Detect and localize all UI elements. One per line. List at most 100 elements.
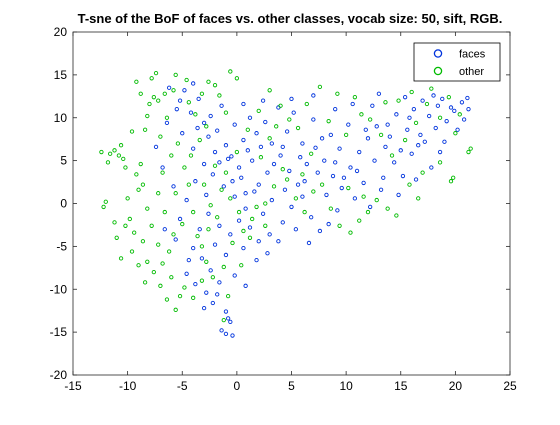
data-point-faces (221, 184, 226, 189)
data-point-faces (385, 122, 390, 127)
data-point-faces (188, 110, 194, 115)
data-point-other (263, 223, 268, 228)
data-point-other (206, 79, 211, 84)
data-point-other (153, 71, 159, 76)
data-point-other (250, 216, 255, 222)
data-point-other (138, 91, 143, 96)
data-point-other (256, 108, 261, 114)
data-point-other (420, 170, 425, 175)
data-point-other (352, 95, 358, 100)
data-point-faces (247, 115, 253, 120)
data-point-other (182, 285, 187, 290)
y-tick-label: -20 (50, 368, 68, 382)
data-point-other (149, 76, 154, 81)
data-point-faces (229, 154, 234, 159)
data-point-faces (245, 148, 250, 153)
data-point-other (101, 204, 106, 210)
data-point-faces (387, 134, 392, 139)
data-point-other (221, 317, 226, 323)
data-point-faces (184, 271, 189, 276)
data-point-faces (182, 88, 187, 93)
data-point-faces (204, 192, 209, 198)
data-point-faces (204, 290, 209, 295)
data-point-faces (322, 158, 327, 163)
data-point-other (466, 149, 471, 155)
data-point-other (191, 209, 196, 215)
data-point-other (429, 86, 434, 91)
data-point-faces (330, 173, 336, 179)
data-point-other (184, 77, 189, 83)
data-point-faces (197, 227, 202, 232)
data-point-faces (293, 227, 299, 232)
data-point-faces (311, 93, 316, 98)
data-point-other (271, 184, 277, 189)
x-tick-label: 5 (288, 379, 295, 393)
data-point-other (171, 232, 176, 237)
data-point-faces (199, 256, 205, 261)
data-point-other (140, 239, 146, 244)
data-point-faces (335, 208, 340, 213)
data-point-faces (256, 182, 261, 187)
data-point-faces (271, 161, 277, 167)
data-point-faces (210, 172, 215, 177)
data-point-faces (208, 113, 213, 119)
data-point-faces (232, 194, 237, 199)
data-point-other (293, 196, 299, 201)
data-point-other (138, 161, 143, 167)
data-point-other (267, 88, 272, 93)
data-point-other (201, 182, 207, 187)
data-point-faces (228, 232, 233, 237)
data-point-other (173, 191, 178, 196)
data-point-other (169, 153, 174, 158)
data-point-faces (239, 175, 244, 180)
data-point-faces (195, 125, 200, 131)
data-point-faces (376, 91, 382, 96)
data-point-faces (260, 211, 266, 216)
data-point-other (177, 293, 183, 299)
data-point-faces (411, 107, 417, 112)
data-point-other (206, 227, 211, 232)
data-point-faces (201, 305, 207, 311)
data-point-faces (365, 136, 371, 141)
data-point-other (140, 182, 146, 187)
legend-marker-faces (433, 49, 443, 58)
data-point-faces (217, 160, 222, 165)
data-point-faces (287, 168, 292, 174)
data-point-faces (422, 139, 427, 144)
data-point-other (123, 223, 128, 228)
legend-marker-other (433, 66, 443, 76)
data-point-other (302, 209, 307, 215)
data-point-faces (289, 96, 294, 102)
data-point-other (223, 110, 229, 115)
data-point-other (195, 233, 200, 239)
data-point-faces (184, 197, 189, 203)
data-point-other (116, 153, 122, 158)
data-point-faces (232, 122, 237, 127)
data-point-faces (317, 228, 323, 234)
data-point-faces (177, 98, 183, 103)
data-point-other (385, 206, 390, 211)
data-point-faces (400, 173, 406, 179)
data-point-faces (341, 175, 347, 180)
data-point-faces (363, 127, 368, 132)
data-point-other (223, 170, 229, 175)
data-point-other (186, 100, 191, 105)
data-point-faces (186, 257, 191, 263)
data-point-faces (420, 98, 425, 103)
data-point-other (212, 163, 218, 168)
data-point-other (147, 101, 152, 107)
data-point-faces (269, 197, 274, 203)
data-point-other (199, 278, 205, 283)
data-point-other (448, 179, 454, 184)
data-point-other (215, 215, 220, 220)
data-point-faces (418, 132, 423, 138)
data-point-other (118, 256, 124, 261)
x-tick-label: 0 (234, 379, 241, 393)
data-point-faces (378, 187, 384, 192)
data-point-other (457, 112, 462, 117)
data-point-faces (201, 120, 207, 126)
data-point-other (254, 204, 259, 210)
data-point-faces (225, 316, 231, 321)
data-point-other (409, 89, 414, 95)
